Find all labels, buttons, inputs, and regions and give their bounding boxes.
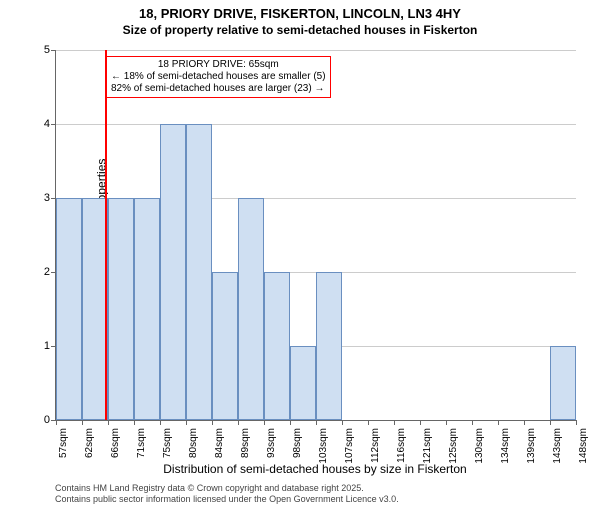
footer-line2: Contains public sector information licen… [55, 494, 399, 504]
xtick-label: 57sqm [58, 428, 69, 458]
xtick-mark [394, 420, 395, 425]
xtick-label: 93sqm [266, 428, 277, 458]
chart-title-main: 18, PRIORY DRIVE, FISKERTON, LINCOLN, LN… [0, 6, 600, 21]
chart-title-sub: Size of property relative to semi-detach… [0, 23, 600, 37]
xtick-label: 80sqm [188, 428, 199, 458]
marker-line [105, 50, 107, 420]
xtick-mark [238, 420, 239, 425]
callout-line3: 82% of semi-detached houses are larger (… [111, 83, 326, 95]
xtick-label: 71sqm [136, 428, 147, 458]
xtick-label: 134sqm [500, 428, 511, 464]
bar [290, 346, 316, 420]
xtick-label: 148sqm [578, 428, 589, 464]
xtick-mark [186, 420, 187, 425]
bar [186, 124, 212, 420]
callout-line1: 18 PRIORY DRIVE: 65sqm [111, 59, 326, 71]
xtick-mark [212, 420, 213, 425]
footer-line1: Contains HM Land Registry data © Crown c… [55, 483, 399, 493]
xtick-label: 103sqm [318, 428, 329, 464]
bar [316, 272, 342, 420]
bars-container [56, 50, 576, 420]
xtick-label: 75sqm [162, 428, 173, 458]
callout-line2: ← 18% of semi-detached houses are smalle… [111, 71, 326, 83]
xtick-label: 130sqm [474, 428, 485, 464]
bar [238, 198, 264, 420]
xtick-label: 125sqm [448, 428, 459, 464]
bar [134, 198, 160, 420]
bar [160, 124, 186, 420]
bar [264, 272, 290, 420]
xtick-mark [576, 420, 577, 425]
xtick-label: 121sqm [422, 428, 433, 464]
xtick-label: 84sqm [214, 428, 225, 458]
xtick-label: 62sqm [84, 428, 95, 458]
footer-attribution: Contains HM Land Registry data © Crown c… [55, 483, 399, 504]
plot-area: 012345 57sqm62sqm66sqm71sqm75sqm80sqm84s… [55, 50, 576, 421]
bar [82, 198, 108, 420]
bar [212, 272, 238, 420]
bar [550, 346, 576, 420]
xtick-mark [342, 420, 343, 425]
xtick-mark [368, 420, 369, 425]
callout-box: 18 PRIORY DRIVE: 65sqm ← 18% of semi-det… [106, 56, 331, 98]
xtick-mark [420, 420, 421, 425]
xtick-label: 116sqm [396, 428, 407, 463]
xtick-mark [524, 420, 525, 425]
x-axis-label: Distribution of semi-detached houses by … [55, 462, 575, 476]
bar [108, 198, 134, 420]
xtick-mark [498, 420, 499, 425]
xtick-mark [550, 420, 551, 425]
xtick-mark [160, 420, 161, 425]
xtick-mark [56, 420, 57, 425]
xtick-mark [134, 420, 135, 425]
xtick-mark [82, 420, 83, 425]
xtick-mark [108, 420, 109, 425]
xtick-label: 107sqm [344, 428, 355, 464]
xtick-mark [472, 420, 473, 425]
xtick-mark [290, 420, 291, 425]
xtick-label: 89sqm [240, 428, 251, 458]
xtick-mark [316, 420, 317, 425]
xtick-label: 143sqm [552, 428, 563, 464]
bar [56, 198, 82, 420]
xtick-label: 139sqm [526, 428, 537, 464]
xtick-label: 98sqm [292, 428, 303, 458]
xtick-label: 66sqm [110, 428, 121, 458]
xtick-label: 112sqm [370, 428, 381, 463]
xtick-mark [446, 420, 447, 425]
xtick-mark [264, 420, 265, 425]
